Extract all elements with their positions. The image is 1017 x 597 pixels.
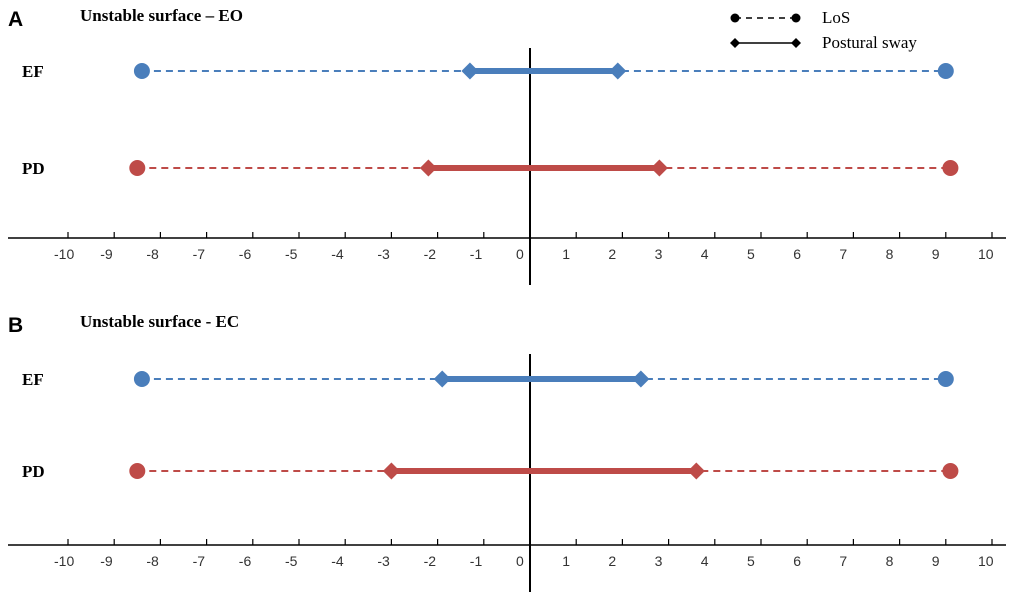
- x-tick-label: 7: [839, 553, 847, 569]
- x-tick-label: 6: [793, 246, 801, 262]
- x-tick-label: 9: [932, 246, 940, 262]
- x-tick-label: -10: [54, 553, 74, 569]
- sway-max-point: [687, 462, 705, 480]
- sway-max-point: [609, 62, 627, 80]
- x-tick-label: 4: [701, 553, 709, 569]
- x-tick-label: 2: [608, 246, 616, 262]
- sway-max-point: [632, 370, 650, 388]
- x-tick-label: 5: [747, 553, 755, 569]
- x-tick-label: -4: [331, 553, 344, 569]
- x-tick-label: -3: [377, 246, 390, 262]
- x-tick-label: -5: [285, 246, 298, 262]
- legend-label-postural-sway: Postural sway: [822, 33, 917, 52]
- los-min-point: [133, 63, 150, 79]
- legend: LoS Postural sway: [730, 8, 917, 52]
- x-tick-label: 0: [516, 246, 524, 262]
- los-max-point: [942, 160, 959, 176]
- x-tick-label: 10: [978, 246, 994, 262]
- legend-item-los: LoS: [730, 8, 850, 27]
- legend-item-postural-sway: Postural sway: [730, 33, 917, 52]
- x-tick-label: -6: [239, 553, 252, 569]
- x-tick-label: -7: [193, 553, 206, 569]
- legend-label-los: LoS: [822, 8, 850, 27]
- x-tick-label: -3: [377, 553, 390, 569]
- x-tick-label: -6: [239, 246, 252, 262]
- sway-max-point: [650, 159, 668, 177]
- x-tick-label: 1: [562, 553, 570, 569]
- x-tick-label: -1: [470, 553, 483, 569]
- x-tick-label: -7: [193, 246, 206, 262]
- panel-title: Unstable surface - EC: [80, 312, 239, 331]
- los-min-point: [129, 463, 146, 479]
- x-tick-label: -4: [331, 246, 344, 262]
- x-tick-label: 10: [978, 553, 994, 569]
- x-tick-label: 3: [655, 246, 663, 262]
- x-tick-label: 5: [747, 246, 755, 262]
- x-tick-label: -10: [54, 246, 74, 262]
- x-tick-label: 4: [701, 246, 709, 262]
- sway-min-point: [382, 462, 400, 480]
- x-tick-label: 1: [562, 246, 570, 262]
- x-tick-label: 9: [932, 553, 940, 569]
- x-tick-label: 2: [608, 553, 616, 569]
- los-max-point: [937, 371, 954, 387]
- los-min-point: [129, 160, 146, 176]
- los-max-point: [942, 463, 959, 479]
- row-label: PD: [22, 462, 45, 481]
- x-tick-label: 6: [793, 553, 801, 569]
- x-tick-label: 3: [655, 553, 663, 569]
- panel-a: A Unstable surface – EO -10 -9 -8 -7 -6 -5 -4-…: [8, 6, 1006, 285]
- los-max-point: [937, 63, 954, 79]
- x-tick-label: -8: [146, 246, 159, 262]
- x-tick-label: -1: [470, 246, 483, 262]
- panel-b: B Unstable surface - EC -10 -9 -8 -7 -6 -5 -4-…: [8, 312, 1006, 592]
- x-tick-label: 8: [886, 553, 894, 569]
- x-tick-label: 0: [516, 553, 524, 569]
- sway-min-point: [433, 370, 451, 388]
- panel-letter: A: [8, 8, 23, 31]
- x-tick-label: -8: [146, 553, 159, 569]
- row-label: EF: [22, 370, 44, 389]
- sway-min-point: [419, 159, 437, 177]
- x-tick-label: -2: [424, 246, 437, 262]
- panel-letter: B: [8, 314, 23, 337]
- x-tick-label: 8: [886, 246, 894, 262]
- x-tick-label: -9: [100, 246, 113, 262]
- x-tick-label: -5: [285, 553, 298, 569]
- row-label: PD: [22, 159, 45, 178]
- sway-min-point: [461, 62, 479, 80]
- x-tick-label: -9: [100, 553, 113, 569]
- panel-title: Unstable surface – EO: [80, 6, 243, 25]
- los-min-point: [133, 371, 150, 387]
- x-tick-label: 7: [839, 246, 847, 262]
- x-tick-label: -2: [424, 553, 437, 569]
- row-label: EF: [22, 62, 44, 81]
